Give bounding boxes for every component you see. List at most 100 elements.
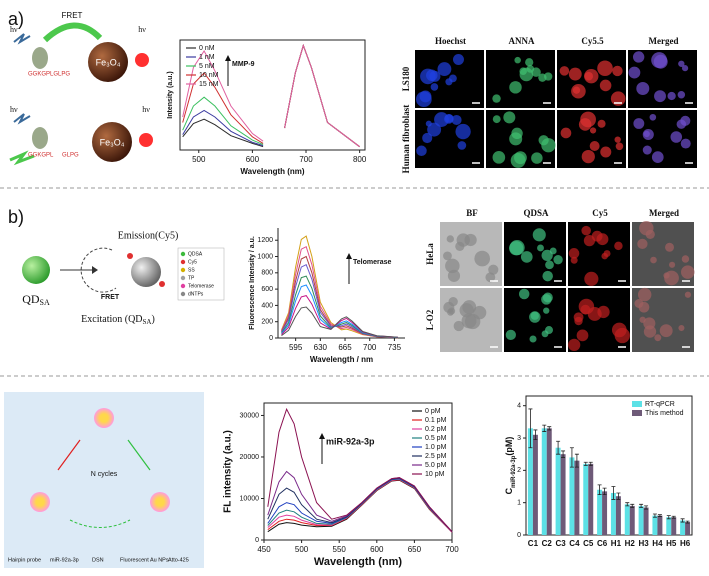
cell [571,83,586,99]
qd-label: QDSA [22,292,50,307]
fluorophore [32,127,48,149]
error-bar [611,486,616,500]
cell [531,152,543,164]
bar [638,505,644,535]
legend-label: 0.2 pM [425,426,447,433]
x-tick-label: 665 [338,343,352,352]
x-tick-label: 700 [445,545,459,554]
error-bar [533,429,538,441]
cycles-label: N cycles [91,471,118,478]
light-bolt [13,33,31,45]
schematic-a: hν FRET GGKGPLGLPG Fe₃O₄ hν hν GGKGPL GL… [9,11,153,166]
cell [525,58,534,67]
cell [684,291,692,298]
column-header: Merged [649,36,679,46]
cell [472,305,487,320]
panel-label: b) [8,207,24,227]
cell [455,241,465,251]
legend-label: 10 pM [425,471,445,478]
y-tick-label: 4 [517,403,521,410]
error-bar [542,424,547,432]
au-np [30,492,50,512]
cell [519,67,534,82]
cell [532,228,546,242]
error-bar [644,505,649,510]
x-axis-label: Wavelength (nm) [240,167,304,176]
row-label: LS180 [401,66,411,91]
bar [597,489,603,535]
cell [541,249,553,262]
cell [596,233,609,246]
bar [560,454,566,535]
excitation-label: Excitation (QDSA) [81,314,155,325]
fret-label: FRET [62,11,83,20]
legend-swatch [180,275,186,281]
cell [584,271,599,286]
excitation-sub: SA [143,318,152,326]
error-bar [602,487,607,495]
cell [455,123,471,140]
legend-label: 0 pM [425,408,441,415]
cell [437,62,452,76]
y-tick-label: 1 [517,500,521,507]
x-tick-label: C2 [542,539,553,548]
bar [532,434,538,535]
x-tick-label: H5 [666,539,677,548]
cell [560,127,572,139]
cell [474,250,491,267]
cell [611,322,627,338]
y-tick-label: 10000 [240,495,260,502]
cell [589,127,597,134]
cell [581,225,591,236]
bar [555,447,561,535]
cell [529,311,541,323]
legend-label: miR-92a-3p [50,557,79,563]
x-axis-label: Wavelength (nm) [314,556,403,568]
legend-label: RT-qPCR [645,401,675,408]
column-header: QDSA [523,208,549,218]
bar [652,515,658,535]
cell [518,288,530,300]
arrowhead [346,253,352,259]
cell [576,329,589,342]
plot-frame [263,402,453,541]
bar [541,428,547,535]
x-tick-label: 450 [257,545,271,554]
error-bar [561,450,566,458]
cell [448,297,458,307]
emitter [139,133,153,147]
error-bar [588,461,593,466]
cell [612,65,623,77]
bar [588,463,594,535]
bar [671,517,677,535]
arrow [69,519,131,528]
fluorophore [32,47,48,69]
spectrum-line [281,284,398,338]
x-tick-label: 600 [370,545,384,554]
cell [514,56,521,64]
schematic-c: N cycles [4,392,204,568]
cell [574,316,583,326]
au-np [94,408,114,428]
cell [632,51,645,63]
cell [600,146,612,158]
error-bar [680,518,685,523]
legend-label: 0.1 pM [425,417,447,424]
cell [542,270,553,282]
emission-label: Emission(Cy5) [118,230,179,241]
spectrum-line [267,407,453,533]
bar [574,460,580,535]
cell [448,307,456,315]
x-tick-label: 630 [314,343,328,352]
cell [488,264,499,275]
error-bar [671,515,676,519]
cell [451,114,462,125]
legend-label: DSN [92,557,104,563]
cell [416,91,432,108]
cell [581,149,595,164]
cell [645,229,655,239]
y-tick-label: 400 [261,302,273,309]
quantum-dot [22,256,50,284]
y-axis-label: Intensity (a.u.) [167,71,174,118]
cell [461,313,477,329]
